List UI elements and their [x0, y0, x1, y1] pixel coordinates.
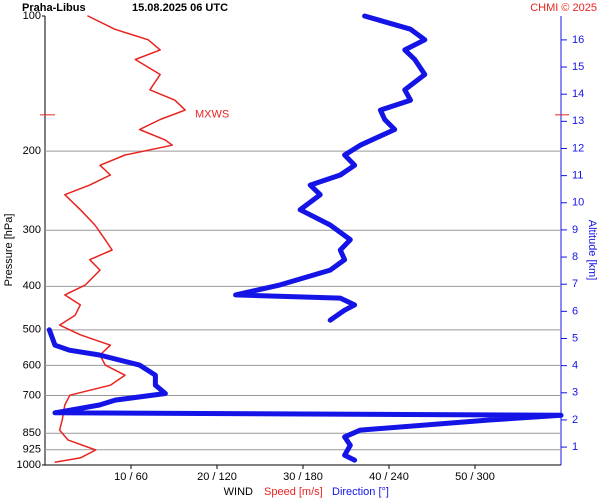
- y2-tick-label: 14: [572, 88, 584, 100]
- y2-tick-label: 11: [572, 170, 583, 182]
- y2-tick-label: 5: [572, 332, 578, 344]
- y-tick-label: 700: [23, 389, 41, 401]
- y-tick-label: 300: [23, 224, 41, 236]
- y2-tick-label: 1: [572, 441, 578, 453]
- y-tick-label: 925: [23, 444, 41, 456]
- y-tick-label: 1000: [17, 459, 41, 471]
- y2-tick-label: 10: [572, 197, 584, 209]
- y-tick-label: 600: [23, 359, 41, 371]
- speed-line: [54, 15, 186, 463]
- mxws-label: MXWS: [195, 109, 229, 121]
- chart-subtitle: 15.08.2025 06 UTC: [132, 2, 228, 14]
- y-tick-label: 850: [23, 427, 41, 439]
- y-tick-label: 400: [23, 280, 41, 292]
- y-tick-label: 500: [23, 324, 41, 336]
- y-tick-label: 200: [23, 145, 41, 157]
- y2-tick-label: 16: [572, 34, 584, 46]
- x-tick-label: 10 / 60: [114, 471, 148, 483]
- x-tick-label: 20 / 120: [197, 471, 237, 483]
- y-axis-label: Pressure [hPa]: [3, 214, 15, 287]
- legend-direction: Direction [°]: [332, 486, 389, 498]
- y2-tick-label: 12: [572, 142, 584, 154]
- y2-tick-label: 15: [572, 61, 584, 73]
- x-tick-label: 50 / 300: [455, 471, 495, 483]
- y2-tick-label: 8: [572, 251, 578, 263]
- chart-title: Praha-Libus: [22, 2, 86, 14]
- legend-speed: Speed [m/s]: [264, 486, 323, 498]
- y2-tick-label: 13: [572, 115, 584, 127]
- credit: CHMI © 2025: [530, 2, 597, 14]
- y2-tick-label: 6: [572, 305, 578, 317]
- y-tick-label: 100: [23, 10, 41, 22]
- y2-tick-label: 4: [572, 360, 578, 372]
- x-axis-label: WIND: [224, 486, 253, 498]
- x-tick-label: 30 / 180: [283, 471, 323, 483]
- y2-tick-label: 9: [572, 224, 578, 236]
- y2-tick-label: 7: [572, 278, 578, 290]
- y2-axis-label: Altitude [km]: [586, 220, 598, 281]
- y2-tick-label: 3: [572, 387, 578, 399]
- direction-line: [46, 13, 564, 463]
- y2-tick-label: 2: [572, 414, 578, 426]
- x-tick-label: 40 / 240: [369, 471, 409, 483]
